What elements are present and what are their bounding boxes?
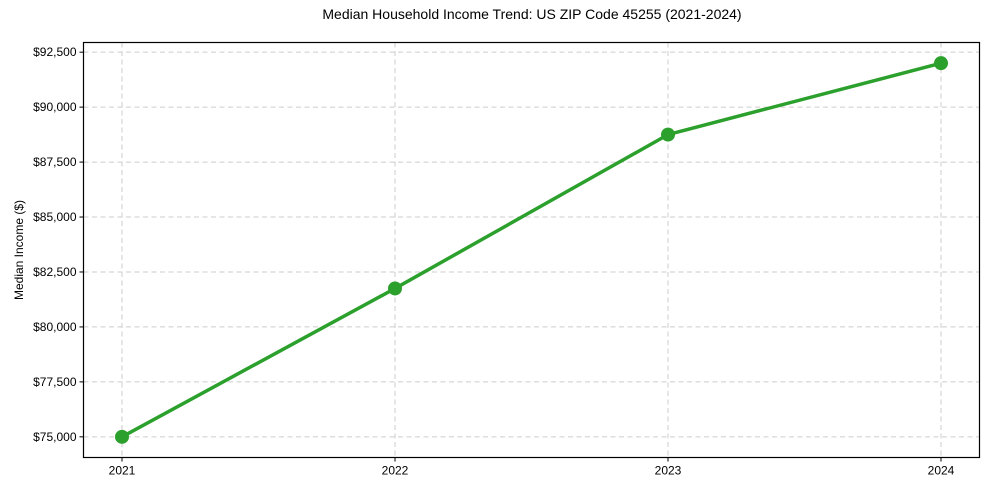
chart-title: Median Household Income Trend: US ZIP Co… <box>322 6 742 22</box>
y-tick-label: $87,500 <box>33 155 77 169</box>
y-tick-label: $82,500 <box>33 265 77 279</box>
data-point-marker <box>114 429 129 444</box>
data-point-marker <box>387 281 402 296</box>
trend-line <box>120 61 943 439</box>
y-tick-label: $77,500 <box>33 375 77 389</box>
x-tick-label: 2021 <box>109 464 136 478</box>
x-tick-label: 2023 <box>655 464 682 478</box>
plot-border <box>82 41 981 459</box>
y-tick-label: $75,000 <box>33 430 77 444</box>
y-tick-label: $90,000 <box>33 100 77 114</box>
data-point-marker <box>934 56 949 71</box>
y-tick-label: $85,000 <box>33 210 77 224</box>
y-tick-label: $80,000 <box>33 320 77 334</box>
x-tick-label: 2022 <box>382 464 409 478</box>
data-point-marker <box>661 127 676 142</box>
x-tick-label: 2024 <box>928 464 955 478</box>
y-tick-label: $92,500 <box>33 45 77 59</box>
